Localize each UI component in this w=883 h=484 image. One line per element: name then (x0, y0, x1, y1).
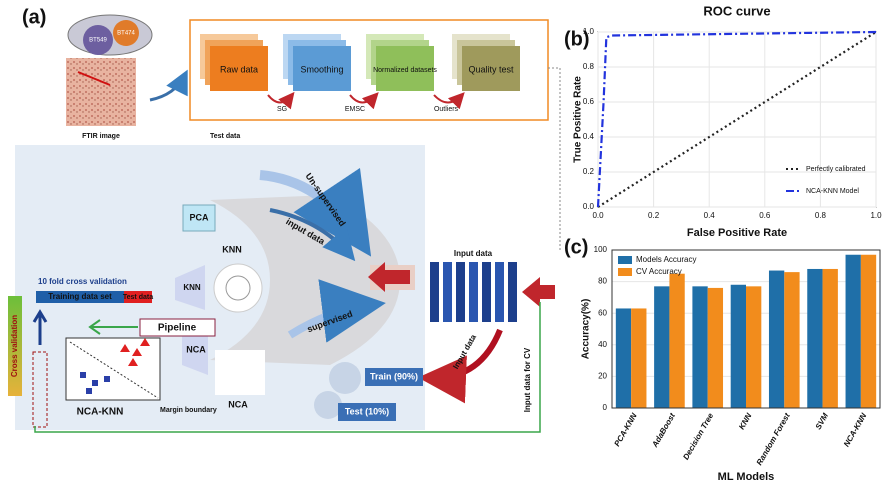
step-label: Normalized datasets (373, 67, 437, 74)
y-tick-label: 0.6 (583, 97, 595, 106)
y-tick-label: 20 (598, 372, 607, 381)
plot-area (598, 32, 876, 207)
y-tick-label: 60 (598, 308, 607, 317)
cv-label: Cross validation (10, 315, 19, 377)
caption: FTIR image (82, 133, 120, 140)
legend-swatch (618, 268, 632, 276)
legend-label: Models Accuracy (636, 255, 696, 264)
y-tick-label: 0.8 (583, 62, 595, 71)
nca-block-label: NCA (186, 344, 206, 354)
nca-knn-plot (66, 338, 160, 400)
step-label: Smoothing (300, 64, 343, 74)
bar (784, 272, 799, 408)
test-label: Test (10%) (345, 406, 389, 416)
bar (692, 286, 707, 408)
nca-plot-label: NCA (228, 399, 248, 409)
y-tick-label: 100 (594, 245, 608, 254)
x-tick-label: PCA-KNN (612, 411, 638, 448)
y-tick-label: 0.0 (583, 202, 595, 211)
x-tick-label: NCA-KNN (842, 411, 869, 448)
x-tick-label: AdaBoost (650, 411, 677, 449)
legend-label: NCA-KNN Model (806, 188, 859, 195)
nca-plot (215, 350, 265, 395)
bar (823, 269, 838, 408)
x-axis-label: ML Models (718, 471, 775, 483)
ftir-image (66, 58, 136, 126)
bar (669, 274, 684, 408)
knn-plot (214, 264, 262, 312)
train-label: Train (90%) (370, 371, 418, 381)
y-tick-label: 40 (598, 340, 607, 349)
input-data-label: Input data (454, 249, 493, 258)
x-tick-label: KNN (737, 411, 754, 431)
bar (746, 286, 761, 408)
bar (654, 286, 669, 408)
cv-input-label: Input data for CV (523, 347, 532, 412)
x-axis-label: False Positive Rate (687, 227, 787, 239)
x-tick-label: Random Forest (755, 411, 792, 467)
knn-plot-label: KNN (222, 244, 242, 254)
legend-label: Perfectly calibrated (806, 166, 866, 173)
y-tick-label: 80 (598, 277, 607, 286)
x-tick-label: 0.8 (815, 211, 827, 220)
y-tick-label: 0.4 (583, 132, 595, 141)
x-tick-label: 0.0 (592, 211, 604, 220)
x-tick-label: SVM (814, 411, 831, 431)
training-label: Training data set (48, 292, 112, 301)
knn-block-label: KNN (183, 283, 201, 292)
bar (708, 288, 723, 408)
method-label: EMSC (345, 106, 365, 113)
x-tick-label: 0.2 (648, 211, 660, 220)
x-tick-label: Decision Tree (681, 411, 715, 461)
step-label: Raw data (220, 64, 258, 74)
x-tick-label: 0.4 (704, 211, 716, 220)
pca-label: PCA (189, 212, 209, 222)
method-label: Outliers (434, 106, 459, 113)
panel-label: (a) (22, 6, 46, 28)
y-tick-label: 0.2 (583, 167, 595, 176)
arrow (150, 75, 185, 100)
pipeline-label: Pipeline (158, 323, 197, 334)
panel-label: (c) (564, 236, 588, 258)
y-axis-label: True Positive Rate (573, 76, 584, 163)
step-label: Quality test (468, 64, 514, 74)
legend-swatch (618, 256, 632, 264)
cell-label: BT549 (89, 38, 107, 44)
legend-label: CV Accuracy (636, 267, 682, 276)
connector (548, 68, 560, 250)
x-tick-label: 0.6 (759, 211, 771, 220)
nca-knn-label: NCA-KNN (77, 407, 124, 418)
input-data-block (430, 262, 517, 322)
cell-label: BT474 (117, 31, 135, 37)
test-set-label: Test data (123, 294, 153, 301)
test-circle (314, 391, 342, 419)
y-axis-label: Accuracy(%) (581, 299, 592, 360)
bar (769, 271, 784, 408)
x-tick-label: 1.0 (870, 211, 882, 220)
bar (861, 255, 876, 408)
bar (846, 255, 861, 408)
bar (631, 308, 646, 408)
figure: (a) BT549 BT474 FTIR image Raw data Smoo… (0, 0, 883, 484)
chart-title: ROC curve (703, 3, 770, 18)
y-tick-label: 1.0 (583, 27, 595, 36)
caption: Test data (210, 133, 240, 140)
method-label: SG (277, 106, 287, 113)
cv-title: 10 fold cross validation (38, 277, 127, 286)
arrow (522, 277, 555, 307)
bar (807, 269, 822, 408)
bar (616, 308, 631, 408)
train-circle (329, 362, 361, 394)
bar (731, 285, 746, 408)
y-tick-label: 0 (603, 403, 608, 412)
margin-label: Margin boundary (160, 407, 217, 414)
